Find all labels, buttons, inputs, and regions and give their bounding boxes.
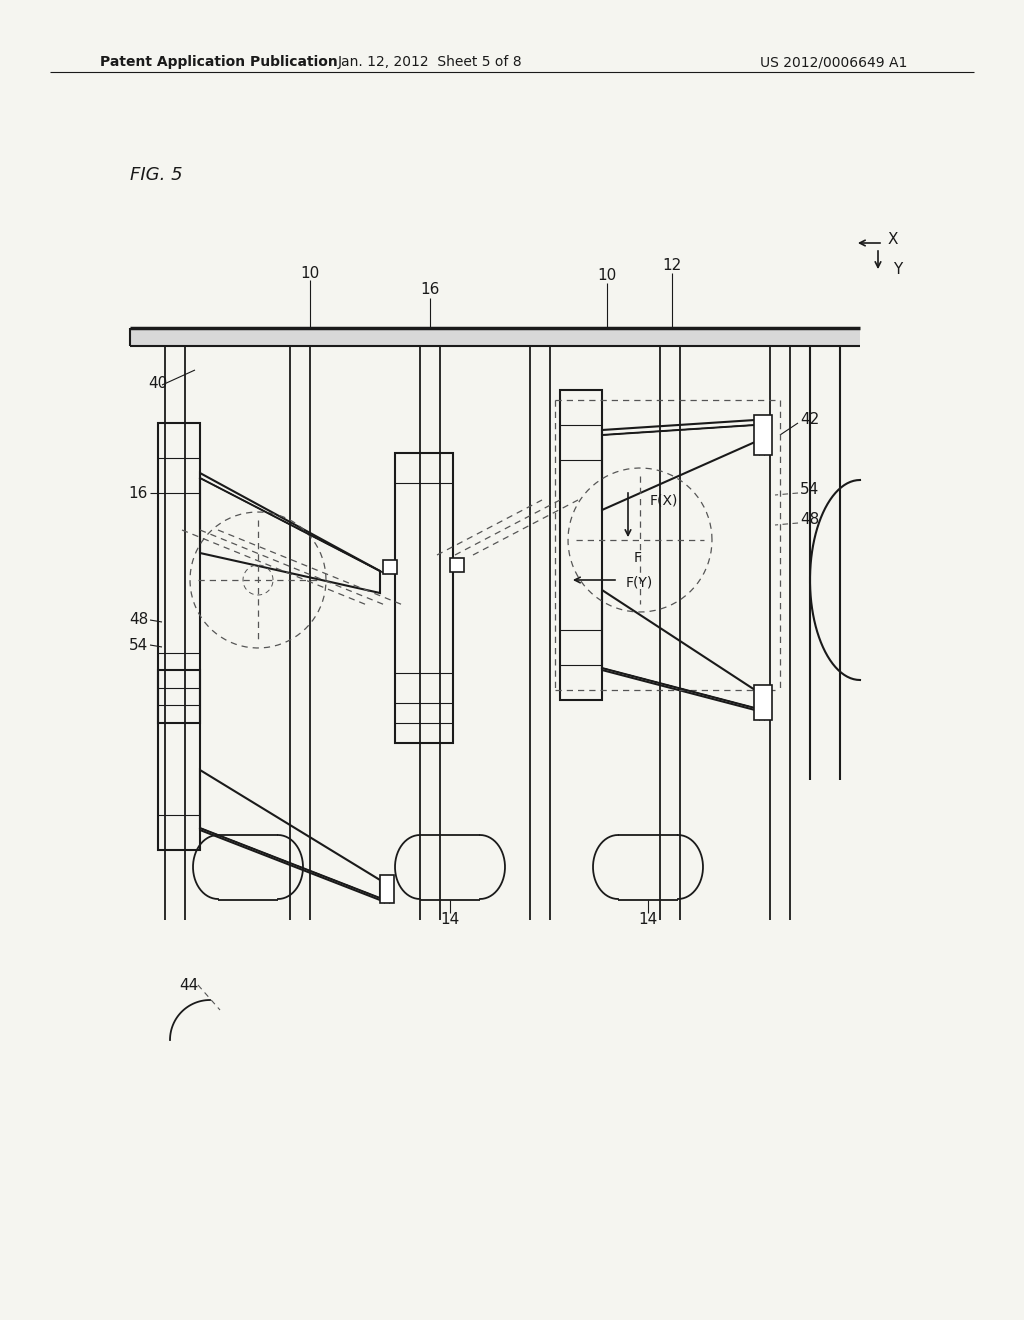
- Text: 16: 16: [420, 282, 439, 297]
- Bar: [754, 414, 772, 455]
- Text: Jan. 12, 2012  Sheet 5 of 8: Jan. 12, 2012 Sheet 5 of 8: [338, 55, 522, 69]
- Text: 44: 44: [179, 978, 198, 993]
- Text: 14: 14: [440, 912, 460, 928]
- Bar: [383, 560, 397, 574]
- Text: 16: 16: [129, 486, 148, 500]
- Text: 54: 54: [129, 638, 148, 652]
- Bar: [158, 671, 200, 850]
- Bar: [158, 422, 200, 723]
- Text: 48: 48: [800, 512, 819, 528]
- Bar: [450, 558, 464, 572]
- Text: 48: 48: [129, 612, 148, 627]
- Text: 42: 42: [800, 412, 819, 428]
- Bar: [754, 685, 772, 719]
- Text: 10: 10: [597, 268, 616, 284]
- Bar: [395, 453, 453, 743]
- Text: US 2012/0006649 A1: US 2012/0006649 A1: [760, 55, 907, 69]
- Bar: [560, 389, 602, 700]
- Text: Y: Y: [893, 263, 902, 277]
- Text: 10: 10: [300, 265, 319, 281]
- Text: X: X: [888, 232, 898, 248]
- Text: F: F: [634, 550, 642, 565]
- Text: 40: 40: [148, 375, 167, 391]
- Text: F(Y): F(Y): [626, 576, 653, 589]
- Text: 14: 14: [638, 912, 657, 928]
- Text: F(X): F(X): [650, 492, 678, 507]
- Text: FIG. 5: FIG. 5: [130, 166, 182, 183]
- Text: 12: 12: [663, 259, 682, 273]
- Text: 54: 54: [800, 483, 819, 498]
- Bar: [130, 327, 860, 346]
- Text: Patent Application Publication: Patent Application Publication: [100, 55, 338, 69]
- Bar: [380, 875, 394, 903]
